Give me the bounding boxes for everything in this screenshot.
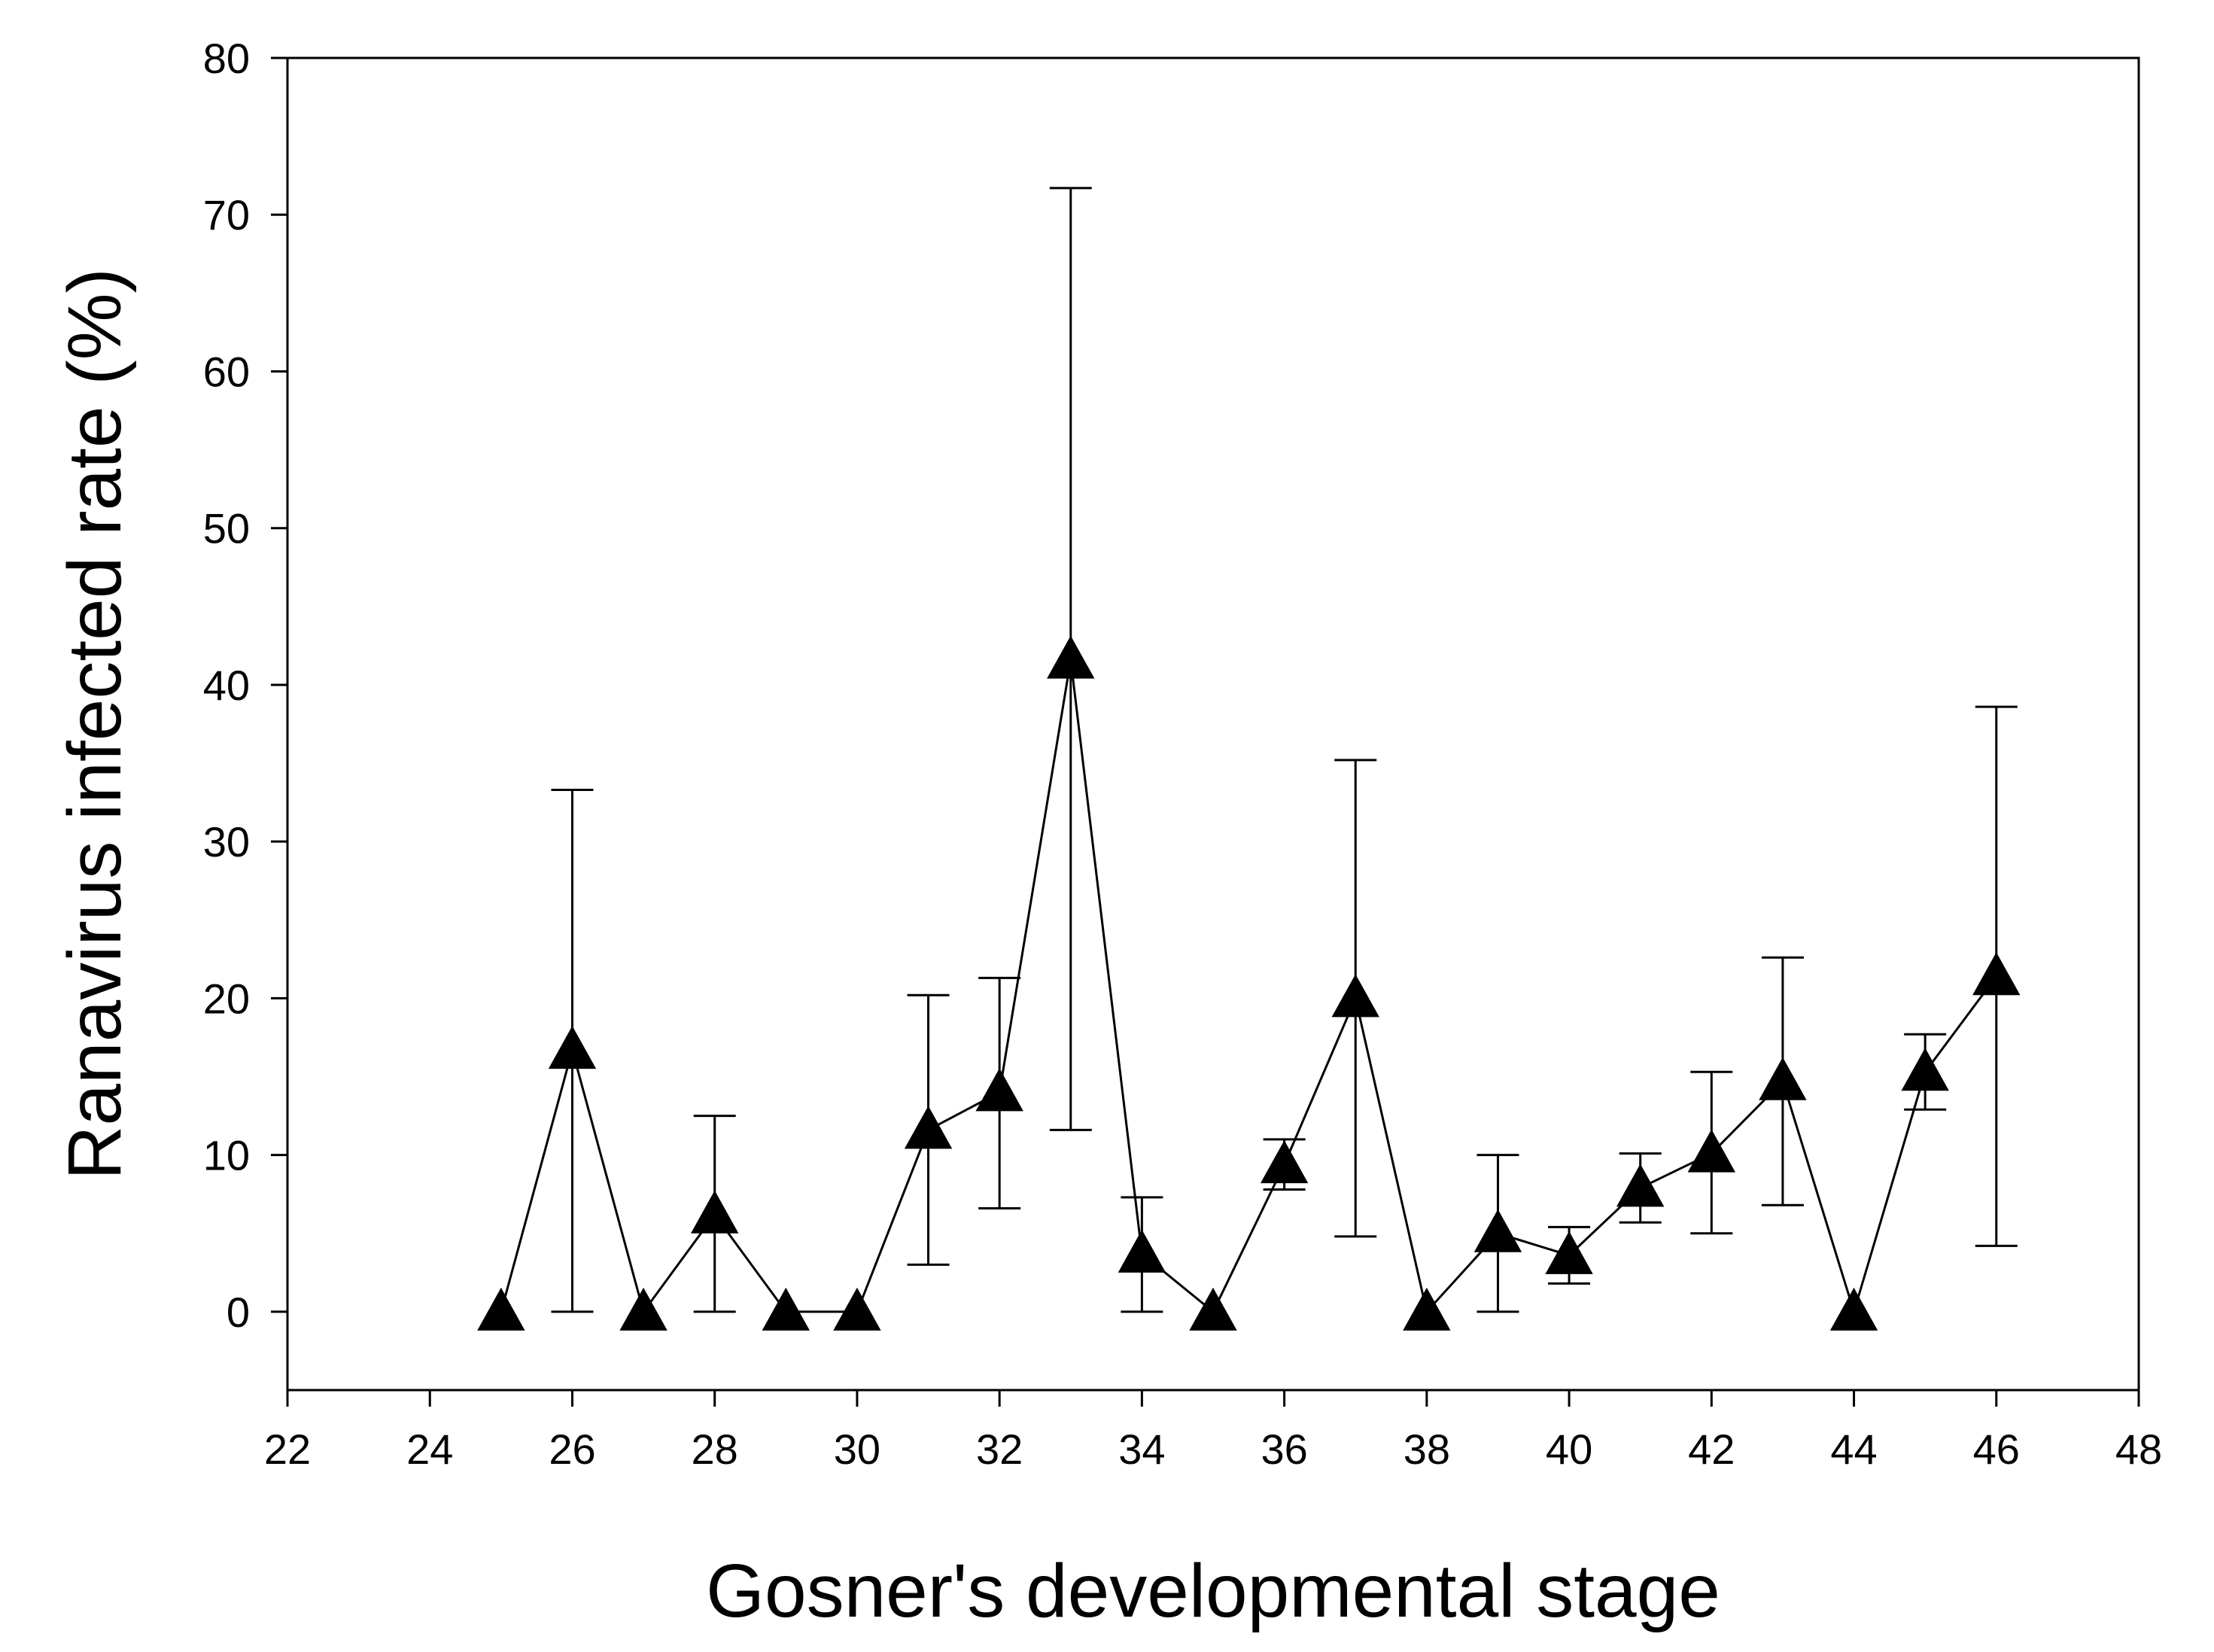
data-point-triangle <box>1829 1287 1878 1331</box>
data-point-triangle <box>619 1287 668 1331</box>
y-axis-title: Ranavirus infected rate (%) <box>53 268 137 1180</box>
data-point-triangle <box>1047 635 1095 679</box>
x-tick-label: 22 <box>264 1425 311 1473</box>
x-axis-title: Gosner's developmental stage <box>706 1549 1720 1633</box>
data-point-triangle <box>1403 1287 1451 1331</box>
data-point-triangle <box>762 1287 810 1331</box>
y-tick-label: 30 <box>203 818 250 866</box>
y-tick-label: 60 <box>203 348 250 395</box>
x-tick-label: 26 <box>549 1425 595 1473</box>
x-tick-label: 38 <box>1404 1425 1450 1473</box>
y-tick-label: 50 <box>203 505 250 552</box>
x-tick-label: 42 <box>1688 1425 1735 1473</box>
data-point-triangle <box>975 1068 1023 1112</box>
data-point-triangle <box>1473 1209 1522 1252</box>
y-axis: 0 10 20 30 40 50 60 70 80 <box>203 35 287 1336</box>
x-tick-label: 34 <box>1118 1425 1165 1473</box>
y-tick-label: 80 <box>203 35 250 82</box>
y-tick-label: 70 <box>203 191 250 239</box>
data-point-triangle <box>477 1287 525 1331</box>
data-point-triangle <box>1901 1048 1949 1091</box>
y-tick-label: 10 <box>203 1132 250 1179</box>
data-point-triangle <box>1759 1057 1807 1100</box>
y-tick-label: 20 <box>203 975 250 1022</box>
y-tick-label: 40 <box>203 662 250 709</box>
plot-frame <box>286 56 2140 1392</box>
x-tick-label: 40 <box>1546 1425 1592 1473</box>
y-tick-label: 0 <box>227 1288 250 1336</box>
data-point-triangle <box>833 1287 881 1331</box>
data-point-triangle <box>690 1190 739 1234</box>
data-point-triangle <box>1972 952 2021 996</box>
x-tick-label: 32 <box>976 1425 1023 1473</box>
series-line <box>500 659 1997 1316</box>
x-tick-label: 36 <box>1261 1425 1307 1473</box>
x-tick-label: 30 <box>834 1425 880 1473</box>
data-point-triangle <box>1687 1129 1736 1173</box>
x-tick-label: 28 <box>692 1425 738 1473</box>
data-point-triangle <box>1545 1231 1593 1274</box>
x-tick-label: 44 <box>1830 1425 1877 1473</box>
data-point-triangle <box>1260 1140 1309 1184</box>
data-point-triangle <box>1616 1164 1665 1207</box>
x-tick-label: 48 <box>2115 1425 2162 1473</box>
data-point-triangle <box>1331 974 1379 1018</box>
data-point-triangle <box>1118 1229 1166 1273</box>
x-tick-label: 46 <box>1973 1425 2020 1473</box>
series-line-group <box>500 659 1997 1316</box>
data-point-triangle <box>904 1106 953 1149</box>
data-point-triangle <box>1189 1287 1237 1331</box>
x-axis: 22 24 26 28 30 32 34 36 38 40 42 44 46 48 <box>264 1390 2162 1473</box>
x-tick-label: 24 <box>406 1425 453 1473</box>
data-point-triangle <box>548 1026 597 1069</box>
markers <box>477 635 2021 1331</box>
